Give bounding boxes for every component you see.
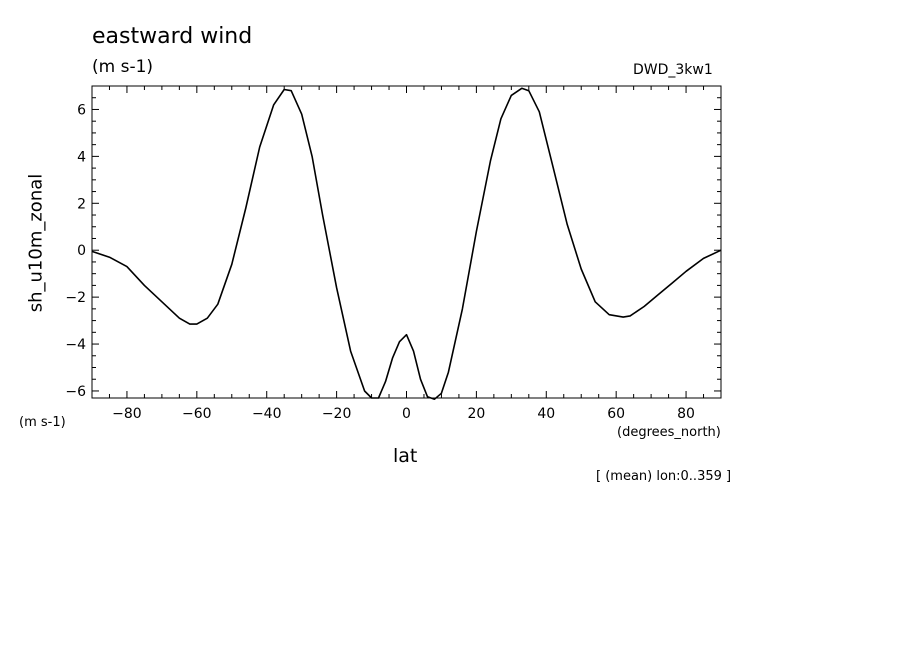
x-tick-label: −20: [322, 406, 352, 422]
y-tick-label: −4: [65, 337, 86, 353]
chart-title: eastward wind: [92, 24, 253, 49]
y-tick-label: 4: [77, 149, 86, 165]
y-tick-label: 0: [77, 243, 86, 259]
y-axis-units: (m s-1): [19, 415, 66, 430]
x-tick-label: 80: [677, 406, 695, 422]
x-tick-label: −60: [182, 406, 212, 422]
y-tick-label: 2: [77, 196, 86, 212]
x-tick-label: 0: [402, 406, 411, 422]
chart-annotation: [ (mean) lon:0..359 ]: [596, 469, 732, 484]
series-group: [91, 87, 722, 400]
y-tick-label: −2: [65, 290, 86, 306]
x-axis-label: lat: [393, 445, 418, 467]
chart-model-label: DWD_3kw1: [633, 62, 713, 78]
x-tick-label: 20: [467, 406, 485, 422]
axis-ticks: [91, 85, 722, 398]
chart-units: (m s-1): [92, 57, 154, 77]
y-tick-label: 6: [77, 102, 86, 118]
x-tick-label: −80: [112, 406, 142, 422]
x-tick-label: −40: [252, 406, 282, 422]
y-tick-label: −6: [65, 384, 86, 400]
x-tick-label: 60: [607, 406, 625, 422]
x-axis-units: (degrees_north): [617, 425, 721, 440]
series-line: [91, 87, 722, 400]
plot-frame: [91, 85, 722, 399]
x-tick-label: 40: [537, 406, 555, 422]
